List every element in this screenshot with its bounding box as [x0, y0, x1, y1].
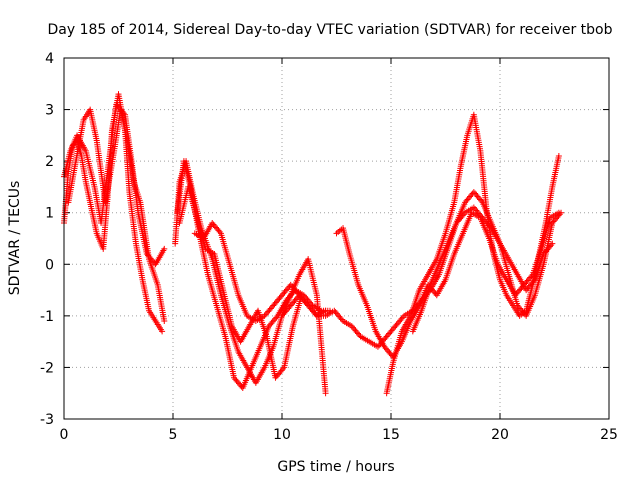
x-tick-label: 15: [382, 427, 400, 443]
data-point: [460, 211, 467, 218]
x-tick-label: 25: [600, 427, 618, 443]
series-track-5: [174, 158, 333, 392]
series-track-11: [409, 204, 556, 335]
data-point: [555, 152, 562, 159]
x-tick-label: 0: [60, 427, 69, 443]
y-tick-label: -3: [40, 412, 54, 428]
data-point: [279, 365, 286, 372]
series-track-6: [176, 183, 305, 381]
data-point: [399, 314, 406, 321]
series-track-9: [333, 209, 562, 361]
data-point: [549, 240, 556, 247]
data-point: [487, 223, 494, 230]
series-track-4: [172, 158, 329, 397]
data-point: [322, 307, 329, 314]
y-tick-label: 4: [45, 51, 54, 67]
y-tick-label: -1: [40, 309, 54, 325]
data-point: [555, 209, 562, 216]
data-point: [161, 318, 168, 325]
plot-frame: [63, 57, 610, 420]
x-tick-label: 10: [273, 427, 291, 443]
data-point: [548, 242, 555, 249]
data-point: [338, 316, 345, 323]
x-tick-label: 5: [169, 427, 178, 443]
x-tick-label: 20: [491, 427, 509, 443]
data-point: [159, 328, 166, 335]
y-tick-label: -2: [40, 360, 54, 376]
series-track-10: [383, 111, 562, 397]
data-point: [161, 245, 168, 252]
data-points: [61, 91, 565, 397]
series-track-3: [65, 106, 168, 325]
data-point: [273, 314, 280, 321]
data-point: [322, 390, 329, 397]
data-point: [478, 197, 485, 204]
data-point: [530, 278, 537, 285]
y-tick-label: 3: [45, 103, 54, 119]
chart-title: Day 185 of 2014, Sidereal Day-to-day VTE…: [47, 22, 612, 38]
data-point: [216, 228, 223, 235]
data-point: [356, 332, 363, 339]
y-tick-label: 2: [45, 154, 54, 170]
y-tick-label: 0: [45, 257, 54, 273]
data-point: [312, 311, 319, 318]
x-axis-label: GPS time / hours: [277, 459, 394, 475]
series-track-8: [279, 189, 565, 350]
series-track-2: [61, 101, 168, 268]
y-tick-label: 1: [45, 206, 54, 222]
y-axis-label: SDTVAR / TECUs: [7, 181, 23, 296]
